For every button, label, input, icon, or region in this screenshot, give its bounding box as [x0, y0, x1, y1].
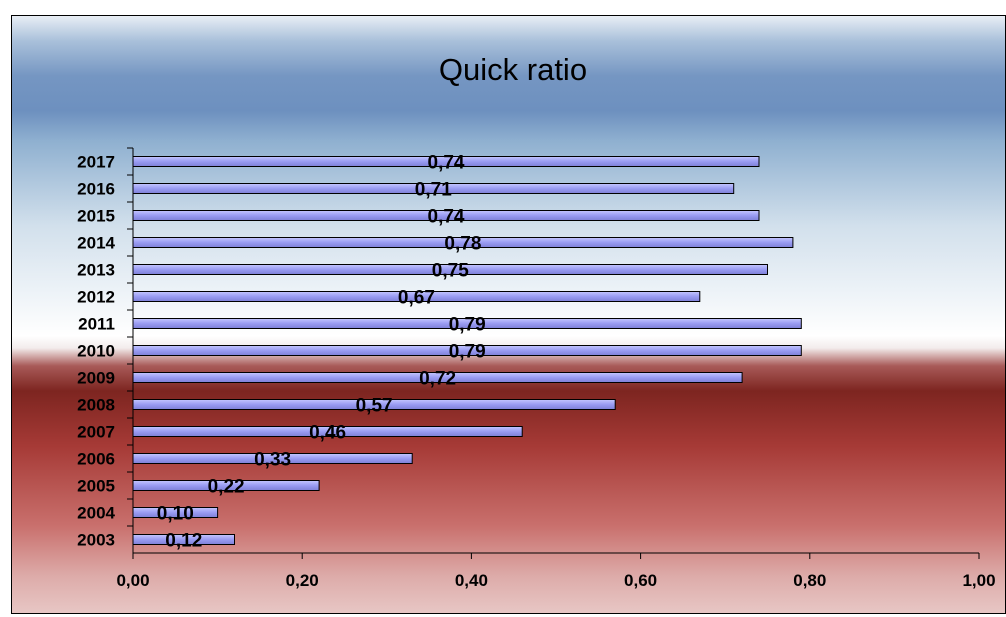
y-tick-label-2015: 2015	[77, 207, 115, 226]
y-tick-label-2007: 2007	[77, 423, 115, 442]
data-label-2017: 0,74	[428, 153, 465, 174]
y-tick-label-2008: 2008	[77, 396, 115, 415]
chart-title: Quick ratio	[439, 52, 587, 87]
x-tick-label: 0,20	[286, 571, 319, 590]
data-label-2014: 0,78	[444, 234, 481, 255]
data-label-2013: 0,75	[432, 261, 469, 282]
data-label-2009: 0,72	[419, 369, 456, 390]
y-tick-label-2014: 2014	[77, 234, 115, 253]
y-tick-label-2016: 2016	[77, 180, 115, 199]
axes-layer	[127, 147, 980, 559]
data-label-2016: 0,71	[415, 180, 452, 201]
y-tick-label-2017: 2017	[77, 153, 115, 172]
x-tick-label: 0,80	[793, 571, 826, 590]
x-tick-label: 0,00	[116, 571, 149, 590]
x-tick-label: 1,00	[962, 571, 995, 590]
data-label-2011: 0,79	[449, 315, 486, 336]
y-tick-label-2006: 2006	[77, 450, 115, 469]
data-label-2007: 0,46	[309, 423, 346, 444]
y-tick-label-2010: 2010	[77, 342, 115, 361]
y-tick-label-2004: 2004	[77, 504, 115, 523]
data-label-2010: 0,79	[449, 342, 486, 363]
data-label-2015: 0,74	[428, 207, 465, 228]
y-tick-label-2005: 2005	[77, 477, 115, 496]
y-tick-label-2003: 2003	[77, 531, 115, 550]
y-tick-label-2009: 2009	[77, 369, 115, 388]
y-tick-label-2011: 2011	[78, 315, 115, 334]
data-label-2003: 0,12	[165, 531, 202, 552]
bars-layer	[132, 156, 802, 545]
data-label-2004: 0,10	[157, 504, 194, 525]
x-tick-label: 0,40	[455, 571, 488, 590]
labels-layer: 2003 0,12 2004 0,10 2005 0,22 2006 0,33 2007 0,46…	[77, 153, 995, 591]
y-tick-label-2012: 2012	[77, 288, 115, 307]
x-tick-label: 0,60	[624, 571, 657, 590]
data-label-2006: 0,33	[254, 450, 291, 471]
data-label-2008: 0,57	[356, 396, 393, 417]
data-label-2005: 0,22	[208, 477, 245, 498]
data-label-2012: 0,67	[398, 288, 435, 309]
y-tick-label-2013: 2013	[77, 261, 115, 280]
